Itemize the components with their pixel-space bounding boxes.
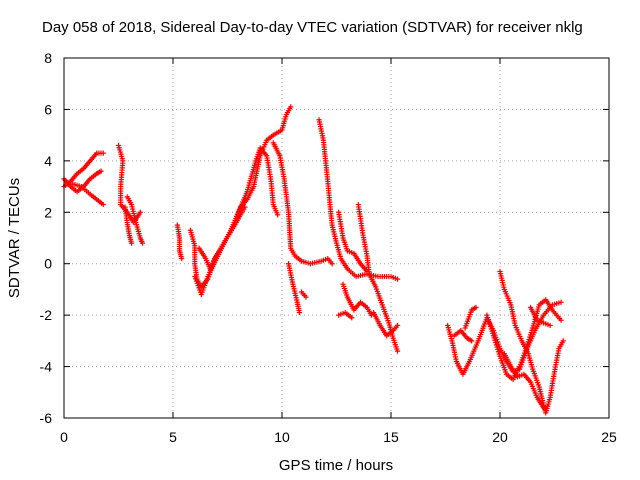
x-tick-label: 5	[169, 429, 177, 445]
x-tick-label: 15	[383, 429, 399, 445]
plot-frame	[63, 57, 610, 419]
series-t4	[115, 142, 143, 226]
grid	[64, 58, 609, 418]
series-t21	[451, 327, 475, 344]
series-t25	[501, 351, 547, 411]
y-tick-label: -2	[40, 307, 53, 323]
data-point	[242, 204, 248, 210]
series-t3	[70, 181, 106, 208]
data-point	[98, 168, 104, 174]
series-t16	[340, 281, 374, 318]
data-point	[128, 240, 135, 246]
axis-ticks: 0 5 10 15 20 25 -6 -4 -2 0 2 4 6 8	[40, 50, 617, 445]
series-t13	[299, 289, 309, 300]
y-tick-label: 4	[44, 153, 52, 169]
data-point	[349, 315, 355, 321]
data-point	[560, 338, 566, 344]
data-point	[394, 322, 401, 329]
series-t15	[336, 209, 370, 275]
series-t10	[196, 204, 248, 272]
data-point	[100, 201, 106, 208]
series-t26	[527, 304, 553, 329]
x-tick-label: 20	[492, 429, 508, 445]
data-point	[275, 212, 281, 218]
series-t8	[187, 145, 281, 290]
data-point	[547, 322, 553, 329]
data-point	[469, 338, 475, 344]
data-point	[288, 104, 294, 110]
data-point	[299, 289, 305, 295]
data-point	[473, 304, 479, 311]
y-axis-label: SDTVAR / TECUs	[6, 178, 23, 298]
series-t6	[122, 204, 135, 246]
data-point	[394, 348, 401, 354]
x-axis-label: GPS time / hours	[279, 457, 393, 474]
data-point	[100, 150, 106, 156]
data-point	[394, 276, 401, 282]
series-t24	[497, 268, 566, 416]
series-t5	[124, 194, 146, 246]
data-point	[137, 209, 143, 215]
data-series	[61, 104, 566, 416]
series-t11	[270, 140, 335, 267]
y-tick-label: 0	[44, 256, 52, 272]
x-tick-label: 10	[274, 429, 290, 445]
series-t19	[370, 309, 401, 339]
data-point	[296, 309, 303, 316]
series-t14	[316, 117, 401, 282]
data-point	[329, 261, 335, 267]
data-point	[541, 405, 547, 411]
y-tick-label: 2	[44, 204, 52, 220]
data-point	[179, 255, 185, 262]
data-point	[558, 299, 564, 305]
x-tick-label: 0	[60, 429, 68, 445]
series-t22	[462, 304, 479, 331]
y-tick-label: -4	[40, 359, 53, 375]
y-tick-label: 6	[44, 101, 52, 117]
series-t17	[336, 309, 355, 321]
series-t7	[174, 222, 185, 262]
series-t12	[285, 261, 303, 316]
chart-title: Day 058 of 2018, Sidereal Day-to-day VTE…	[42, 19, 583, 36]
data-point	[139, 240, 146, 246]
y-tick-label: 8	[44, 50, 52, 66]
data-point	[558, 317, 564, 323]
x-tick-label: 25	[601, 429, 617, 445]
y-tick-label: -6	[40, 410, 53, 426]
